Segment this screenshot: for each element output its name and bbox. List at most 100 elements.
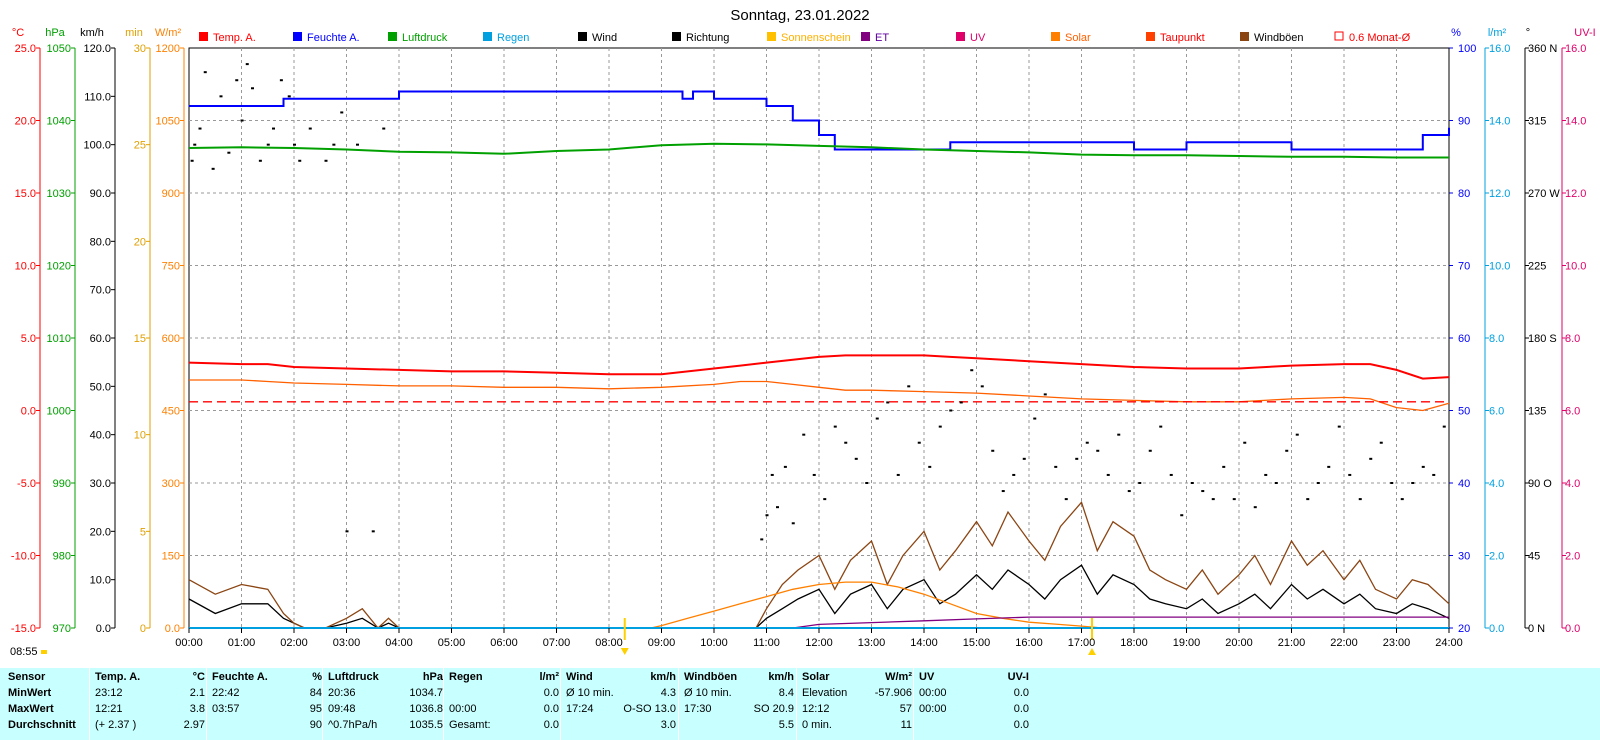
legend-swatch [1146, 32, 1155, 41]
direction-point [980, 385, 984, 388]
series-line [189, 90, 1450, 151]
table-cell-value: 1036.8 [409, 703, 443, 715]
legend-label: Richtung [686, 32, 729, 44]
table-row-label: Durchschnitt [8, 719, 76, 731]
direction-point [776, 506, 779, 509]
direction-point [211, 167, 215, 170]
series-line [189, 616, 1449, 629]
direction-point [1295, 433, 1299, 436]
left-axes: °C 25.0 20.0 15.0 10.0 5.0 0.0 -5.0 -10.0 -15.0 hP… [11, 27, 185, 635]
direction-tick-label: 270 W [1528, 188, 1560, 200]
table-cell-value: 11 [900, 719, 912, 731]
x-axis: 00:00 01:00 02:00 03:00 04:00 05:00 06:00 07:00… [175, 628, 1463, 649]
series-line [189, 581, 1449, 629]
legend-swatch [578, 32, 587, 41]
direction-point [193, 143, 197, 146]
direction-tick-label: 45 [1528, 551, 1540, 563]
x-tick-label: 14:00 [910, 637, 938, 649]
table-cell-value: 84 [309, 687, 322, 699]
table-header: Temp. A. [95, 671, 141, 683]
chart-title: Sonntag, 23.01.2022 [730, 7, 869, 24]
direction-point [1316, 482, 1320, 484]
direction-point [970, 369, 974, 372]
table-cell-label: 20:36 [328, 687, 356, 699]
direction-point [886, 401, 890, 404]
wind-tick-label: 10.0 [90, 575, 111, 587]
x-tick-label: 10:00 [700, 637, 728, 649]
direction-point [1285, 449, 1289, 452]
x-tick-label: 17:00 [1068, 637, 1096, 649]
direction-point [251, 87, 254, 90]
series-line [188, 564, 1450, 629]
direction-point [1400, 498, 1404, 501]
series-line [188, 501, 1450, 629]
legend-label: Wind [592, 32, 617, 44]
uv-tick-label: 16.0 [1565, 43, 1586, 55]
x-tick-label: 21:00 [1278, 637, 1306, 649]
legend-swatch [1240, 32, 1249, 41]
humidity-tick-label: 100 [1458, 43, 1476, 55]
table-cell-value: 3.0 [660, 719, 676, 731]
table-cell-label: Ø 10 min. [684, 687, 732, 699]
pressure-tick-label: 1040 [47, 116, 71, 128]
sunshine-tick-label: 5 [140, 526, 146, 538]
x-tick-label: 01:00 [228, 637, 256, 649]
legend-swatch [388, 32, 397, 41]
x-tick-label: 24:00 [1435, 637, 1463, 649]
x-tick-label: 19:00 [1173, 637, 1201, 649]
table-divider [89, 668, 90, 740]
temp-tick-label: 15.0 [15, 188, 36, 200]
direction-point [266, 143, 270, 146]
table-cell-value: 57 [899, 703, 912, 715]
x-tick-label: 08:00 [595, 637, 623, 649]
uv-tick-label: 4.0 [1565, 478, 1580, 490]
direction-tick-label: 0 N [1528, 623, 1545, 635]
direction-point [345, 530, 349, 533]
x-tick-label: 20:00 [1225, 637, 1253, 649]
table-cell-value: SO 20.9 [753, 703, 794, 715]
uv-tick-label: 6.0 [1565, 406, 1580, 418]
chart-legend: Temp. A. Feuchte A. Luftdruck Regen Wind Rich… [199, 31, 1411, 44]
direction-point [240, 119, 244, 122]
direction-point [938, 425, 942, 428]
table-divider [206, 668, 207, 740]
rain-tick-label: 16.0 [1489, 43, 1510, 55]
legend-label: Sonnenschein [781, 32, 851, 44]
direction-tick-label: 135 [1528, 406, 1546, 418]
uv-tick-label: 10.0 [1565, 261, 1586, 273]
legend-label: Regen [497, 32, 529, 44]
direction-point [1169, 473, 1173, 476]
legend-swatch [956, 32, 965, 41]
direction-point [1348, 473, 1352, 476]
sunrise-label: 08:55 [10, 646, 38, 658]
direction-point [917, 441, 921, 444]
direction-point [1190, 482, 1194, 484]
direction-point [949, 409, 953, 412]
x-tick-label: 00:00 [175, 637, 203, 649]
legend-swatch [767, 32, 776, 41]
series-line [188, 354, 1450, 380]
legend-swatch [672, 32, 681, 41]
direction-point [907, 385, 911, 388]
wind-tick-label: 70.0 [90, 285, 111, 297]
direction-point [1180, 514, 1184, 517]
table-cell-label: 00:00 [919, 687, 947, 699]
direction-point [1012, 473, 1016, 476]
direction-point [1117, 433, 1121, 436]
pressure-tick-label: 1010 [47, 333, 71, 345]
direction-point [1127, 490, 1131, 493]
direction-tick-label: 90 O [1528, 478, 1552, 490]
legend-label: UV [970, 32, 986, 44]
temp-tick-label: 20.0 [15, 116, 36, 128]
table-unit: % [312, 671, 322, 683]
temp-tick-label: 5.0 [21, 333, 36, 345]
table-header: Sensor [8, 671, 46, 683]
pressure-tick-label: 1020 [47, 261, 71, 273]
x-tick-label: 23:00 [1383, 637, 1411, 649]
direction-point [1253, 506, 1257, 509]
table-divider [443, 668, 444, 740]
direction-point [1390, 482, 1394, 484]
wind-tick-label: 80.0 [90, 236, 111, 248]
solar-tick-label: 150 [162, 551, 180, 563]
table-cell-label: Elevation [802, 687, 848, 699]
